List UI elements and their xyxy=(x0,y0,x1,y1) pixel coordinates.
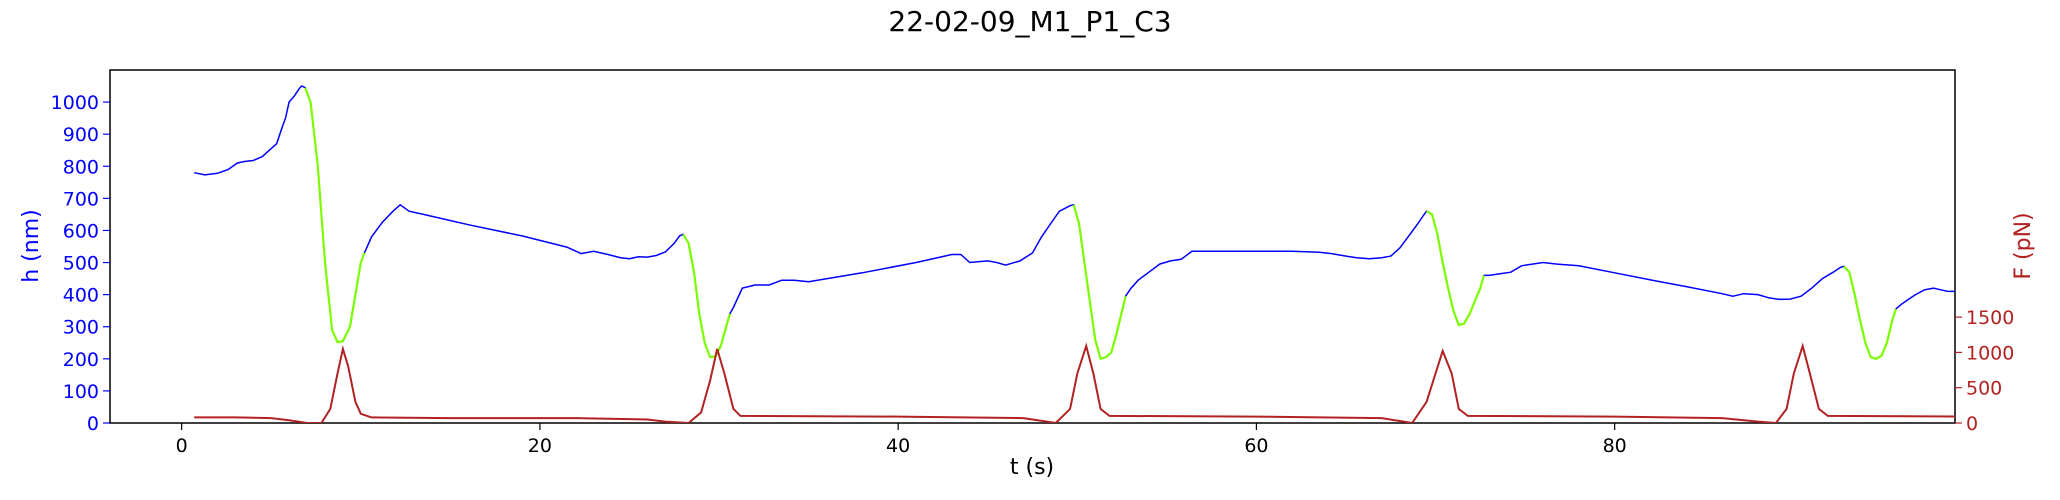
y-axis-title-left: h (nm) xyxy=(19,209,44,282)
x-tick-label: 60 xyxy=(1244,435,1268,457)
y-right-tick-label: 0 xyxy=(1966,413,1978,435)
y-left-tick-label: 900 xyxy=(63,124,99,146)
y-left-tick-label: 100 xyxy=(63,381,99,403)
y-left-tick-label: 200 xyxy=(63,349,99,371)
y-left-tick-label: 700 xyxy=(63,188,99,210)
y-axis-left: 0 100 200 300 400 500 600 700 800 900 1000 xyxy=(51,92,110,435)
y-left-tick-label: 600 xyxy=(63,220,99,242)
force-line xyxy=(194,342,1955,423)
y-left-tick-label: 400 xyxy=(63,285,99,307)
chart-title: 22-02-09_M1_P1_C3 xyxy=(888,5,1171,38)
x-tick-label: 0 xyxy=(176,435,188,457)
y-right-tick-label: 1500 xyxy=(1966,307,2014,329)
y-left-tick-label: 300 xyxy=(63,317,99,339)
y-right-tick-label: 500 xyxy=(1966,378,2002,400)
y-axis-right: 0 500 1000 1500 xyxy=(1955,307,2014,435)
plot-area xyxy=(109,69,1956,424)
x-axis: 0 20 40 60 80 xyxy=(176,423,1627,457)
y-left-tick-label: 500 xyxy=(63,253,99,275)
x-axis-title: t (s) xyxy=(1010,455,1054,480)
compression-segment-line xyxy=(1072,204,1127,361)
compression-segment-line xyxy=(304,87,366,344)
x-tick-label: 80 xyxy=(1603,435,1627,457)
y-left-tick-label: 1000 xyxy=(51,92,99,114)
plot-frame xyxy=(109,69,1956,424)
x-tick-label: 20 xyxy=(528,435,552,457)
y-right-tick-label: 1000 xyxy=(1966,342,2014,364)
x-tick-label: 40 xyxy=(886,435,910,457)
y-left-tick-label: 800 xyxy=(63,156,99,178)
compression-segment-line xyxy=(1843,265,1897,360)
compression-segment-line xyxy=(1426,210,1485,327)
y-axis-title-right: F (pN) xyxy=(2011,212,2036,279)
compression-segment-line xyxy=(682,233,731,359)
series-layer xyxy=(194,85,1955,423)
y-left-tick-label: 0 xyxy=(87,413,99,435)
